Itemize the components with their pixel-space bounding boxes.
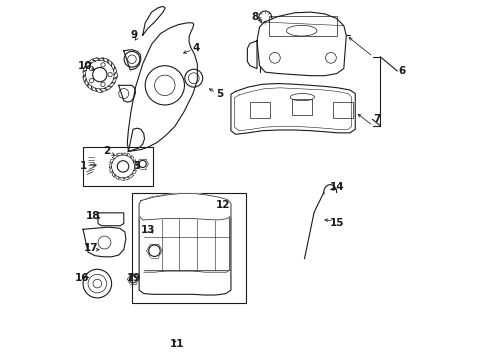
Text: 8: 8 — [251, 13, 258, 22]
Circle shape — [101, 82, 105, 86]
Text: 7: 7 — [372, 114, 380, 124]
Text: 13: 13 — [141, 225, 155, 235]
Polygon shape — [83, 227, 125, 257]
Polygon shape — [139, 194, 230, 295]
Text: 16: 16 — [75, 273, 89, 283]
Text: 3: 3 — [133, 161, 141, 171]
Text: 2: 2 — [103, 147, 110, 157]
Circle shape — [98, 236, 111, 249]
Text: 19: 19 — [126, 273, 141, 283]
Circle shape — [89, 78, 94, 83]
Text: 15: 15 — [329, 218, 344, 228]
Text: 17: 17 — [83, 243, 98, 253]
Text: 9: 9 — [130, 30, 137, 40]
Circle shape — [148, 245, 160, 256]
Text: 5: 5 — [215, 89, 223, 99]
Circle shape — [108, 72, 112, 77]
Polygon shape — [98, 213, 123, 226]
Text: 6: 6 — [397, 66, 405, 76]
Bar — [83, 147, 152, 186]
Text: 11: 11 — [169, 339, 183, 349]
Bar — [268, 16, 337, 36]
Polygon shape — [247, 41, 257, 68]
Circle shape — [89, 67, 94, 71]
Bar — [332, 103, 352, 118]
Text: 14: 14 — [329, 182, 344, 192]
Polygon shape — [257, 12, 346, 76]
Circle shape — [101, 63, 105, 67]
Text: 4: 4 — [192, 43, 200, 53]
Polygon shape — [230, 84, 354, 134]
Bar — [292, 99, 312, 114]
Text: 10: 10 — [78, 61, 93, 71]
Text: 18: 18 — [85, 211, 100, 221]
Polygon shape — [139, 194, 230, 220]
Bar — [249, 103, 269, 118]
Bar — [132, 193, 246, 303]
Text: 12: 12 — [215, 200, 230, 210]
Text: 1: 1 — [80, 161, 87, 171]
Circle shape — [258, 11, 271, 24]
